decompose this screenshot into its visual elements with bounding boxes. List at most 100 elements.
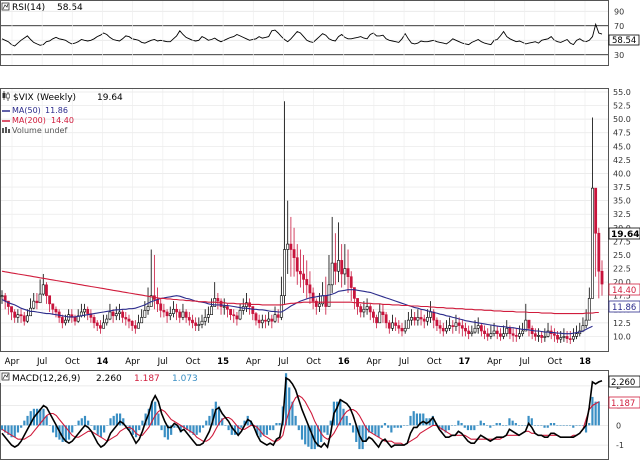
macd-histogram-bar — [310, 425, 313, 450]
date-tick-label: 17 — [458, 357, 470, 367]
macd-histogram-bar — [578, 425, 581, 426]
macd-value-tags: 2.260 1.187 — [608, 375, 640, 409]
candlestick — [159, 298, 163, 318]
candlestick — [279, 276, 283, 321]
price-current-value: 19.64 — [97, 93, 123, 103]
date-axis: Apr Jul Oct 14 Apr Jul Oct 15 Apr Jul Oct 16 Apr Jul O… — [5, 357, 591, 367]
candlestick — [257, 314, 261, 329]
macd-histogram-bar — [501, 425, 505, 426]
candlestick — [457, 317, 461, 334]
macd-histogram-bar — [64, 425, 67, 442]
macd-histogram-bar — [371, 425, 374, 433]
macd-histogram-bar — [438, 425, 441, 428]
candlestick — [89, 309, 93, 323]
macd-histogram-bar — [284, 373, 288, 426]
candlestick — [184, 309, 188, 323]
candlestick — [518, 325, 521, 340]
rsi-value-tag: 58.54 — [608, 34, 640, 46]
macd-histogram-bar — [51, 425, 55, 433]
macd-histogram-bar — [29, 411, 32, 426]
candlestick — [114, 306, 118, 321]
macd-histogram-bar — [157, 413, 160, 426]
macd-histogram-bar — [224, 425, 227, 426]
macd-histogram-bar — [272, 425, 275, 431]
macd-histogram-bar — [511, 420, 514, 426]
candlestick — [429, 301, 432, 323]
macd-histogram-bar — [265, 425, 268, 435]
candlestick — [486, 328, 490, 341]
macd-histogram-bar — [77, 420, 80, 426]
candlestick — [10, 306, 13, 321]
macd-histogram-bar — [524, 425, 527, 426]
price-y-tick-label: 55.0 — [613, 88, 631, 97]
macd-histogram-bar — [112, 415, 115, 426]
macd-histogram-bar — [498, 423, 501, 426]
price-candles — [0, 101, 604, 345]
date-tick-label: 15 — [217, 357, 229, 367]
macd-histogram-bar — [505, 425, 508, 426]
macd-value: 2.260 — [96, 374, 122, 384]
candlestick — [406, 311, 410, 329]
macd-histogram-bar — [186, 425, 189, 431]
macd-histogram-bar — [336, 401, 339, 426]
macd-histogram-bar — [278, 423, 281, 426]
candlestick — [225, 303, 229, 318]
candlestick — [197, 317, 201, 331]
macd-histogram-bar — [460, 423, 463, 426]
line-chart-icon — [1, 372, 10, 381]
macd-histogram-bar — [288, 387, 291, 426]
candlestick — [470, 325, 474, 337]
macd-histogram-bar — [36, 408, 39, 426]
macd-histogram-bar — [358, 425, 361, 450]
macd-histogram-bar — [109, 418, 112, 426]
ma50-legend-value: 11.86 — [45, 106, 68, 115]
macd-histogram-bar — [275, 423, 278, 426]
candlestick — [48, 295, 52, 312]
candlestick — [511, 328, 515, 342]
macd-histogram-bar — [160, 425, 163, 431]
candlestick — [292, 227, 296, 277]
macd-histogram-bar — [39, 408, 42, 426]
candlestick — [105, 314, 109, 326]
candlestick — [499, 328, 502, 341]
macd-histogram-bar — [96, 425, 99, 435]
macd-histogram-bar — [26, 415, 29, 426]
candlestick — [435, 317, 439, 331]
date-tick-label: Apr — [5, 357, 20, 367]
candlestick — [6, 300, 10, 315]
ma200-legend-label: MA(200) — [12, 116, 46, 125]
date-tick-label: Apr — [367, 357, 382, 367]
date-tick-label: 18 — [579, 357, 591, 367]
candlestick — [340, 244, 344, 288]
ma200-tag: 14.40 — [612, 286, 636, 296]
macd-histogram-bar — [141, 420, 144, 426]
price-y-tick-label: 40.0 — [613, 169, 631, 178]
candlestick — [416, 309, 420, 326]
candlestick — [264, 314, 267, 329]
macd-histogram-bar — [447, 425, 450, 431]
macd-histogram-bar — [4, 425, 7, 433]
macd-histogram-bar — [48, 425, 51, 426]
candlestick — [273, 306, 277, 323]
macd-histogram-bar — [307, 425, 310, 447]
macd-histogram-bar — [377, 425, 380, 438]
date-tick-label: Jul — [398, 357, 409, 367]
price-y-tick-label: 42.5 — [613, 156, 631, 165]
candlestick — [245, 292, 248, 312]
candlestick — [54, 306, 58, 318]
candlestick — [594, 187, 598, 277]
macd-histogram-bar — [537, 425, 540, 426]
candlestick — [124, 311, 128, 326]
candlestick — [337, 222, 340, 283]
macd-histogram-bar — [530, 418, 533, 426]
candlestick — [419, 309, 423, 326]
candlestick — [41, 273, 45, 296]
candlestick — [219, 298, 223, 315]
macd-histogram-bar — [575, 425, 578, 426]
candlestick — [35, 292, 39, 310]
candlestick — [441, 322, 445, 337]
macd-histogram-bar — [71, 425, 74, 433]
macd-histogram-bar — [294, 415, 297, 426]
macd-line — [1, 376, 603, 449]
macd-histogram-bar — [425, 418, 428, 426]
